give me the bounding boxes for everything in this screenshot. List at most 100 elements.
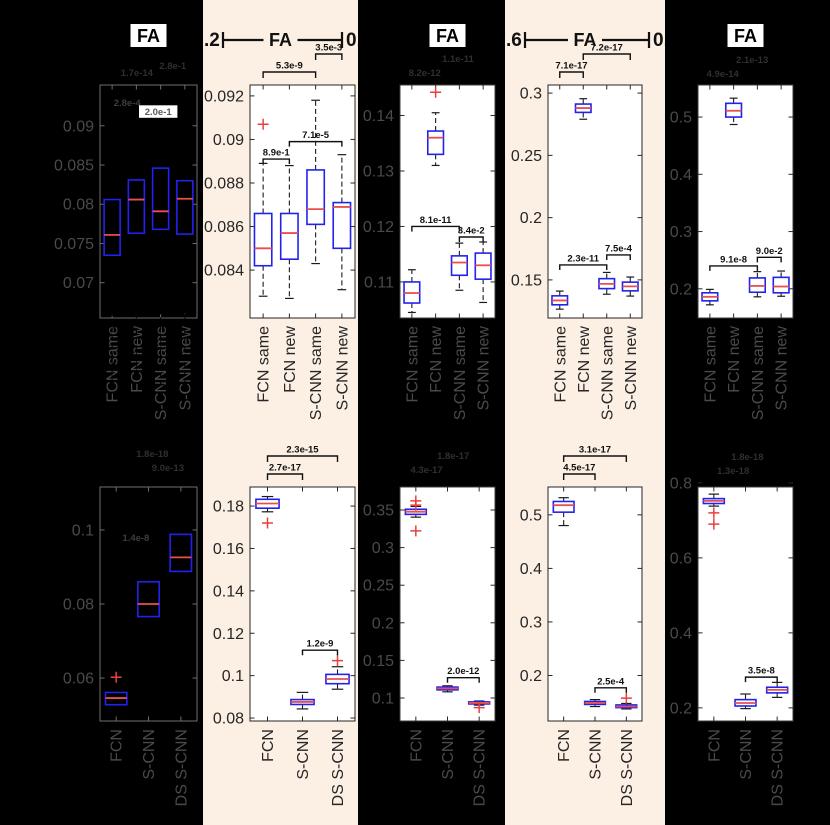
panel-title: FA	[269, 30, 292, 50]
y-tick-label: 0.2	[520, 210, 542, 227]
y-tick-label: 0.18	[213, 499, 244, 516]
y-tick-label: 0.2	[372, 615, 394, 632]
y-tick-label: 0.09	[213, 132, 244, 149]
y-tick-label: 0.1	[372, 690, 394, 707]
y-tick-label: 0.3	[520, 614, 542, 631]
box	[436, 686, 459, 691]
outlier-marker	[257, 118, 269, 130]
y-tick-label: 0.5	[520, 507, 542, 524]
panel-bottom-3: 0.1 0.15 0.2 0.25 0.3 0.35 FCN S-CNN DS S-CNN 2.0…	[363, 451, 496, 806]
p-value-annotation: 2.1e-13	[736, 55, 768, 66]
box	[772, 276, 790, 294]
x-category-label: FCN new	[726, 326, 743, 393]
x-category-label: FCN	[706, 729, 723, 762]
p-value-label: 8.9e-1	[263, 148, 291, 159]
p-value-label: 3.1e-17	[579, 445, 611, 456]
sig-bracket-inside	[709, 265, 759, 271]
y-tick-label: 0.2	[670, 700, 692, 717]
plot-frame	[399, 84, 496, 319]
range-right-value: 0.	[653, 30, 665, 51]
box	[598, 277, 616, 290]
x-category-label: S-CNN	[295, 729, 312, 780]
p-value-label: 9.1e-8	[720, 254, 747, 265]
x-category-label: DS S-CNN	[619, 729, 636, 806]
box	[426, 130, 445, 156]
p-value-label: 7.1e-5	[302, 130, 330, 141]
box	[176, 179, 194, 235]
outlier-marker	[430, 86, 442, 98]
p-value-label: 9.0e-2	[756, 246, 783, 257]
sig-bracket-above	[266, 473, 304, 480]
box	[724, 102, 743, 118]
x-category-label: FCN new	[129, 326, 146, 393]
sig-bracket-above	[582, 53, 631, 60]
y-tick-label: 0.16	[213, 541, 244, 558]
p-value-annotation: 4.3e-17	[410, 465, 442, 476]
y-tick-label: 0.3	[520, 86, 542, 103]
y-tick-label: 0.2	[520, 668, 542, 685]
range-left-value: .2	[204, 30, 220, 51]
y-tick-label: 0.12	[363, 219, 394, 236]
title-box	[130, 24, 167, 47]
y-tick-label: 0.09	[63, 118, 94, 135]
y-tick-label: 0.08	[213, 711, 244, 728]
x-category-label: DS S-CNN	[330, 729, 347, 806]
box	[748, 277, 767, 294]
p-value-annotation: 1.8e-18	[731, 452, 763, 463]
p-value-label: 7.2e-17	[591, 43, 623, 54]
box	[279, 212, 299, 261]
y-tick-label: 0.075	[54, 236, 94, 253]
box	[701, 292, 719, 302]
box	[137, 580, 160, 618]
y-tick-label: 0.12	[213, 626, 244, 643]
outlier-marker	[473, 702, 485, 714]
x-category-label: S-CNN same	[308, 326, 325, 420]
figure-column-4: .6 FA 0. 0.15 0.2 0.25 0.3 FCN same FCN new S-CNN…	[505, 0, 665, 825]
p-value-label: 2.3e-15	[286, 445, 319, 456]
p-value-annotation: 1.8e-17	[437, 451, 469, 462]
panel-title: FA	[573, 30, 596, 50]
x-category-label: S-CNN	[588, 729, 605, 780]
plot-frame	[249, 84, 356, 319]
box	[127, 179, 146, 235]
y-tick-label: 0.25	[363, 578, 394, 595]
p-value-annotation: 8.2e-12	[409, 68, 441, 79]
panel-bottom-4: 0.2 0.3 0.4 0.5 FCN S-CNN DS S-CNN 4.5e-17 3.1e-…	[520, 445, 643, 806]
title-box	[429, 24, 466, 47]
y-tick-label: 0.2	[670, 281, 692, 298]
x-category-label: FCN new	[282, 326, 299, 393]
panel-bottom-1: 0.06 0.08 0.1 FCN S-CNN DS S-CNN 1.8e-18 9.0e-1…	[63, 449, 198, 806]
box	[253, 212, 273, 267]
panel-top-1: FA 0.07 0.075 0.08 0.085 0.09 FCN same FCN new S…	[54, 24, 198, 420]
sig-bracket-inside	[458, 236, 484, 243]
p-value-label: 8.1e-11	[420, 215, 452, 226]
x-category-label: FCN same	[552, 326, 569, 403]
y-tick-label: 0.5	[670, 110, 692, 127]
panel-top-3: FA 0.11 0.12 0.13 0.14 FCN same FCN new S-CNN s…	[363, 24, 496, 420]
y-tick-label: 0.4	[670, 625, 692, 642]
range-left-value: .6	[506, 30, 522, 51]
x-category-label: S-CNN same	[750, 326, 767, 420]
p-value-annotation: 2.0e-1	[145, 107, 173, 118]
figure-column-5: FA 0.2 0.3 0.4 0.5 FCN same FCN new S-CNN same S…	[665, 0, 830, 825]
panel-bottom-2: 0.08 0.1 0.12 0.14 0.16 0.18 FCN S-CNN DS S-CNN 2…	[213, 445, 356, 806]
x-category-label: DS S-CNN	[173, 729, 190, 806]
outlier-marker	[708, 518, 720, 530]
plot-frame	[547, 486, 643, 722]
y-tick-label: 0.08	[63, 597, 94, 614]
panel-top-2: .2 FA 0. 0.084 0.086 0.088 0.09 0.092 FCN same FC…	[204, 30, 358, 420]
range-right-value: 0.	[346, 30, 358, 51]
box	[332, 201, 352, 250]
p-value-annotation: 1.8e-18	[136, 449, 168, 460]
figure-column-2: .2 FA 0. 0.084 0.086 0.088 0.09 0.092 FCN same FC…	[203, 0, 358, 825]
outlier-marker	[620, 692, 632, 704]
x-category-label: S-CNN new	[177, 326, 194, 411]
y-tick-label: 0.3	[670, 224, 692, 241]
panel-title: FA	[137, 26, 160, 46]
box	[551, 295, 569, 306]
p-value-annotation: 2.8e-4	[114, 98, 142, 109]
box	[169, 533, 193, 573]
x-category-label: S-CNN same	[153, 326, 170, 420]
outlier-marker	[410, 525, 422, 537]
